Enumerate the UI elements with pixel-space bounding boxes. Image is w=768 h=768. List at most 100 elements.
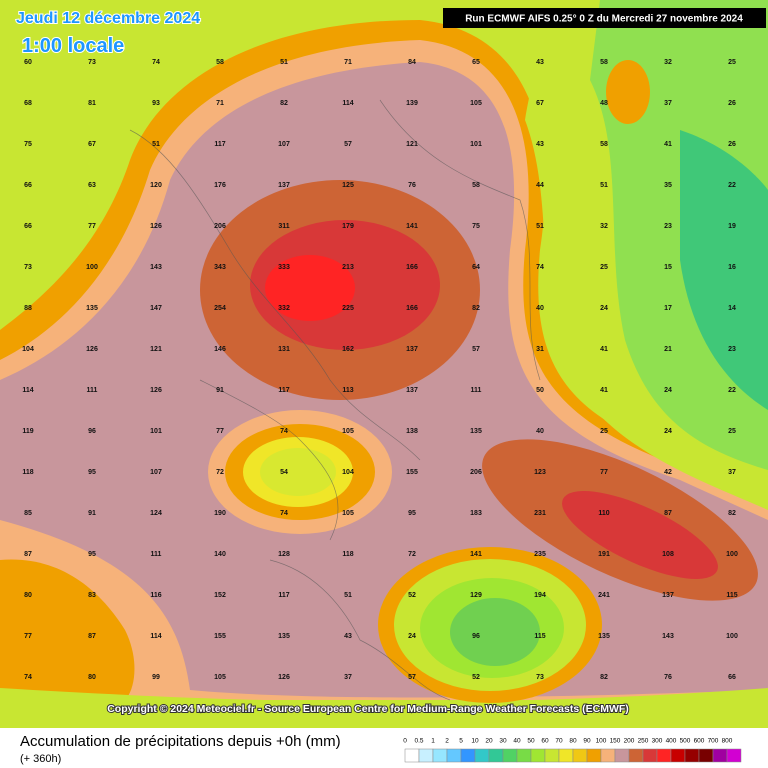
- legend: 0 0.5 1 2 5 10 20 30 40 50 60 70 80 90 100 150 200 250 300…: [403, 738, 742, 763]
- grid-value: 37: [728, 469, 736, 476]
- grid-value: 87: [88, 633, 96, 640]
- legend-swatch: [516, 748, 532, 763]
- legend-swatch: [530, 748, 546, 763]
- coastline: [129, 129, 421, 461]
- grid-value: 71: [216, 100, 224, 107]
- grid-value: 119: [22, 428, 33, 435]
- grid-value: 22: [728, 182, 736, 189]
- grid-value: 104: [342, 469, 354, 476]
- grid-value: 74: [280, 428, 288, 435]
- grid-value: 166: [406, 264, 418, 271]
- grid-value: 80: [88, 674, 96, 681]
- grid-value: 96: [88, 428, 96, 435]
- grid-value: 72: [216, 469, 224, 476]
- value-grid: 60 73 74 58 51 71 84 65 43 58 32 25 68 81 93 71 82 114 139…: [22, 59, 738, 681]
- grid-value: 67: [88, 141, 96, 148]
- time-label: 1:00 locale: [22, 35, 124, 57]
- grid-value: 75: [472, 223, 480, 230]
- grid-value: 82: [472, 305, 480, 312]
- grid-value: 116: [150, 592, 161, 599]
- grid-value: 105: [470, 100, 482, 107]
- grid-value: 155: [214, 633, 226, 640]
- grid-value: 25: [728, 428, 736, 435]
- legend-swatch: [684, 748, 700, 763]
- grid-value: 101: [470, 141, 482, 148]
- legend-label: 5: [459, 738, 463, 745]
- grid-value: 118: [342, 551, 353, 558]
- grid-value: 135: [470, 428, 482, 435]
- grid-value: 166: [406, 305, 418, 312]
- grid-value: 105: [342, 428, 354, 435]
- grid-value: 191: [598, 551, 610, 558]
- grid-value: 77: [24, 633, 32, 640]
- grid-value: 96: [472, 633, 480, 640]
- grid-value: 80: [24, 592, 32, 599]
- grid-value: 24: [664, 428, 672, 435]
- grid-value: 51: [536, 223, 544, 230]
- legend-swatch: [586, 748, 602, 763]
- grid-value: 58: [472, 182, 480, 189]
- legend-label: 10: [471, 738, 479, 745]
- legend-label: 200: [624, 738, 635, 745]
- legend-label: 0.5: [414, 738, 423, 745]
- grid-value: 37: [344, 674, 352, 681]
- grid-value: 105: [214, 674, 226, 681]
- grid-value: 121: [150, 346, 162, 353]
- legend-swatch: [628, 748, 644, 763]
- grid-value: 126: [150, 387, 162, 394]
- grid-value: 147: [150, 305, 162, 312]
- grid-value: 71: [344, 59, 352, 66]
- grid-value: 74: [280, 510, 288, 517]
- grid-value: 32: [664, 59, 672, 66]
- grid-value: 58: [600, 141, 608, 148]
- grid-value: 51: [280, 59, 288, 66]
- grid-value: 87: [24, 551, 32, 558]
- grid-value: 44: [536, 182, 544, 189]
- legend-label: 90: [583, 738, 591, 745]
- legend-label: 800: [722, 738, 733, 745]
- grid-value: 114: [150, 633, 161, 640]
- grid-value: 82: [728, 510, 736, 517]
- grid-value: 37: [664, 100, 672, 107]
- grid-value: 140: [214, 551, 226, 558]
- grid-value: 194: [534, 592, 546, 599]
- grid-value: 100: [726, 551, 738, 558]
- grid-value: 40: [536, 305, 544, 312]
- run-box: [443, 8, 766, 28]
- grid-value: 183: [470, 510, 482, 517]
- legend-label: 700: [708, 738, 719, 745]
- grid-value: 126: [150, 223, 162, 230]
- grid-value: 67: [536, 100, 544, 107]
- zone-yellow-green: [260, 448, 336, 496]
- grid-value: 66: [728, 674, 736, 681]
- legend-label: 70: [555, 738, 563, 745]
- grid-value: 115: [726, 592, 737, 599]
- grid-value: 41: [600, 387, 608, 394]
- grid-value: 72: [408, 551, 416, 558]
- grid-value: 26: [728, 141, 736, 148]
- grid-value: 135: [598, 633, 610, 640]
- grid-value: 77: [88, 223, 96, 230]
- grid-value: 41: [664, 141, 672, 148]
- grid-value: 120: [150, 182, 162, 189]
- grid-value: 75: [24, 141, 32, 148]
- grid-value: 101: [150, 428, 162, 435]
- grid-value: 254: [214, 305, 226, 312]
- legend-swatch: [418, 748, 434, 763]
- grid-value: 128: [278, 551, 290, 558]
- grid-value: 32: [600, 223, 608, 230]
- grid-value: 141: [406, 223, 418, 230]
- grid-value: 81: [88, 100, 96, 107]
- grid-value: 65: [472, 59, 480, 66]
- grid-value: 113: [342, 387, 353, 394]
- grid-value: 24: [664, 387, 672, 394]
- grid-value: 111: [151, 551, 162, 558]
- legend-swatch: [404, 748, 420, 763]
- grid-value: 123: [534, 469, 546, 476]
- legend-label: 250: [638, 738, 649, 745]
- footer-title: Accumulation de précipitations depuis +0…: [20, 733, 341, 750]
- grid-value: 332: [278, 305, 290, 312]
- legend-swatch: [502, 748, 518, 763]
- grid-value: 124: [150, 510, 162, 517]
- grid-value: 66: [24, 223, 32, 230]
